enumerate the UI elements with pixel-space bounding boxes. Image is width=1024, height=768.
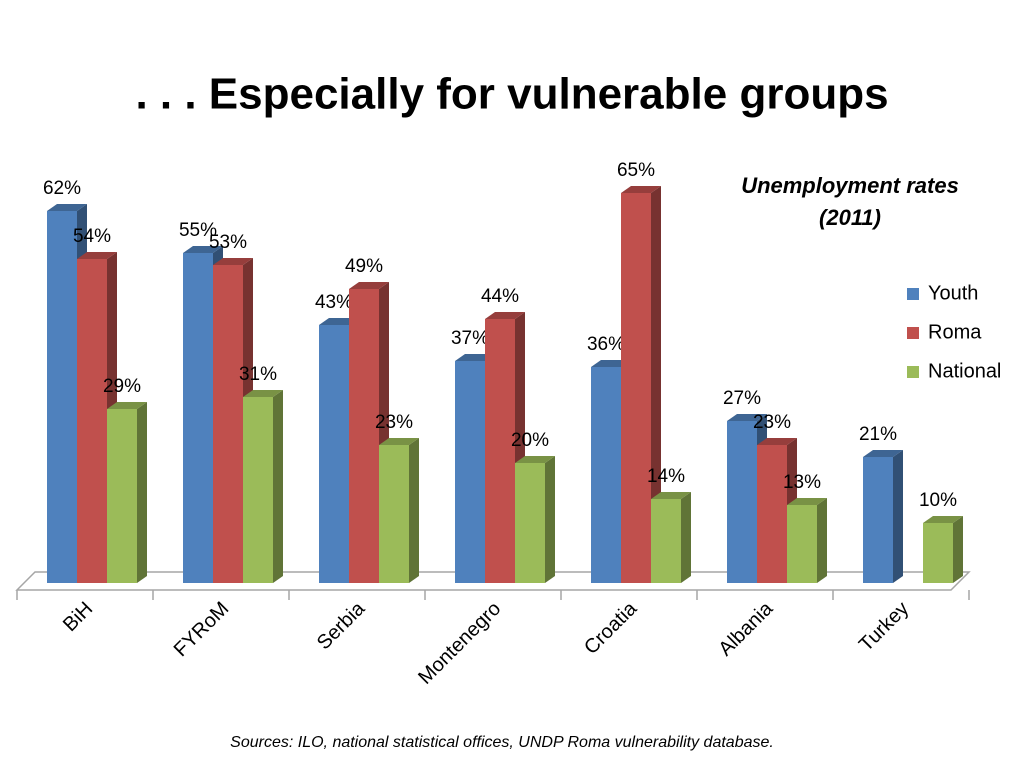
bar [923, 516, 963, 583]
annotation: Unemployment rates (2011) [741, 173, 959, 230]
bar-front [107, 409, 137, 583]
bar-front [183, 253, 213, 583]
bar [863, 450, 903, 583]
bar [787, 498, 827, 583]
legend-swatch [907, 288, 919, 300]
bar-top [787, 498, 827, 505]
x-tick-label: Montenegro [414, 598, 505, 689]
bar-front [455, 361, 485, 583]
bar [515, 456, 555, 583]
bar-top [349, 282, 389, 289]
bar [651, 492, 691, 583]
x-tick-label: FYRoM [170, 598, 233, 661]
bar [213, 258, 253, 583]
bar-front [863, 457, 893, 583]
value-label: 44% [481, 286, 519, 307]
bar-top [757, 438, 797, 445]
bar [107, 402, 147, 583]
bar-front [727, 421, 757, 583]
bar-top [923, 516, 963, 523]
value-label: 65% [617, 160, 655, 181]
bar [621, 186, 661, 583]
bar-front [621, 193, 651, 583]
value-label: 36% [587, 334, 625, 355]
value-label: 23% [753, 412, 791, 433]
x-tick-label: Croatia [580, 597, 642, 659]
bar-top [863, 450, 903, 457]
value-label: 13% [783, 472, 821, 493]
bar-front [319, 325, 349, 583]
bar-side [893, 450, 903, 583]
bar-top [47, 204, 87, 211]
bar-top [515, 456, 555, 463]
bar-top [485, 312, 525, 319]
value-label: 23% [375, 412, 413, 433]
bar [243, 390, 283, 583]
bar-front [485, 319, 515, 583]
value-label: 43% [315, 292, 353, 313]
source-note: Sources: ILO, national statistical offic… [230, 734, 774, 751]
bar-top [183, 246, 223, 253]
legend-swatch [907, 327, 919, 339]
x-tick-label: Albania [715, 597, 778, 660]
bar-side [137, 402, 147, 583]
bar-side [953, 516, 963, 583]
bar-front [379, 445, 409, 583]
bar-side [651, 186, 661, 583]
bar-top [651, 492, 691, 499]
value-label: 53% [209, 232, 247, 253]
bar-front [213, 265, 243, 583]
bar-top [77, 252, 117, 259]
bar-front [757, 445, 787, 583]
bar-front [243, 397, 273, 583]
bar-front [47, 211, 77, 583]
value-label: 21% [859, 424, 897, 445]
bar-top [243, 390, 283, 397]
bar-front [787, 505, 817, 583]
value-label: 37% [451, 328, 489, 349]
value-label: 20% [511, 430, 549, 451]
bar [349, 282, 389, 583]
bar-side [681, 492, 691, 583]
bar-side [545, 456, 555, 583]
value-label: 10% [919, 490, 957, 511]
bar-top [727, 414, 767, 421]
value-label: 49% [345, 256, 383, 277]
bar-front [651, 499, 681, 583]
legend-label: Youth [928, 282, 978, 304]
legend-label: National [928, 360, 1001, 382]
bar-front [923, 523, 953, 583]
value-label: 29% [103, 376, 141, 397]
bar [379, 438, 419, 583]
bar-front [515, 463, 545, 583]
x-tick-label: Turkey [855, 598, 913, 656]
legend-swatch [907, 366, 919, 378]
x-tick-label: BiH [59, 598, 97, 636]
value-label: 27% [723, 388, 761, 409]
chart-title: . . . Especially for vulnerable groups [135, 70, 888, 119]
value-label: 54% [73, 226, 111, 247]
x-tick-label: Serbia [313, 597, 370, 654]
bar-top [107, 402, 147, 409]
bar-top [621, 186, 661, 193]
value-label: 55% [179, 220, 217, 241]
bar-top [213, 258, 253, 265]
value-label: 62% [43, 178, 81, 199]
bar-front [77, 259, 107, 583]
bar-front [591, 367, 621, 583]
bar-top [379, 438, 419, 445]
bar-front [349, 289, 379, 583]
value-label: 31% [239, 364, 277, 385]
legend-label: Roma [928, 321, 982, 343]
bar-side [409, 438, 419, 583]
bar-side [273, 390, 283, 583]
bar-side [817, 498, 827, 583]
value-label: 14% [647, 466, 685, 487]
